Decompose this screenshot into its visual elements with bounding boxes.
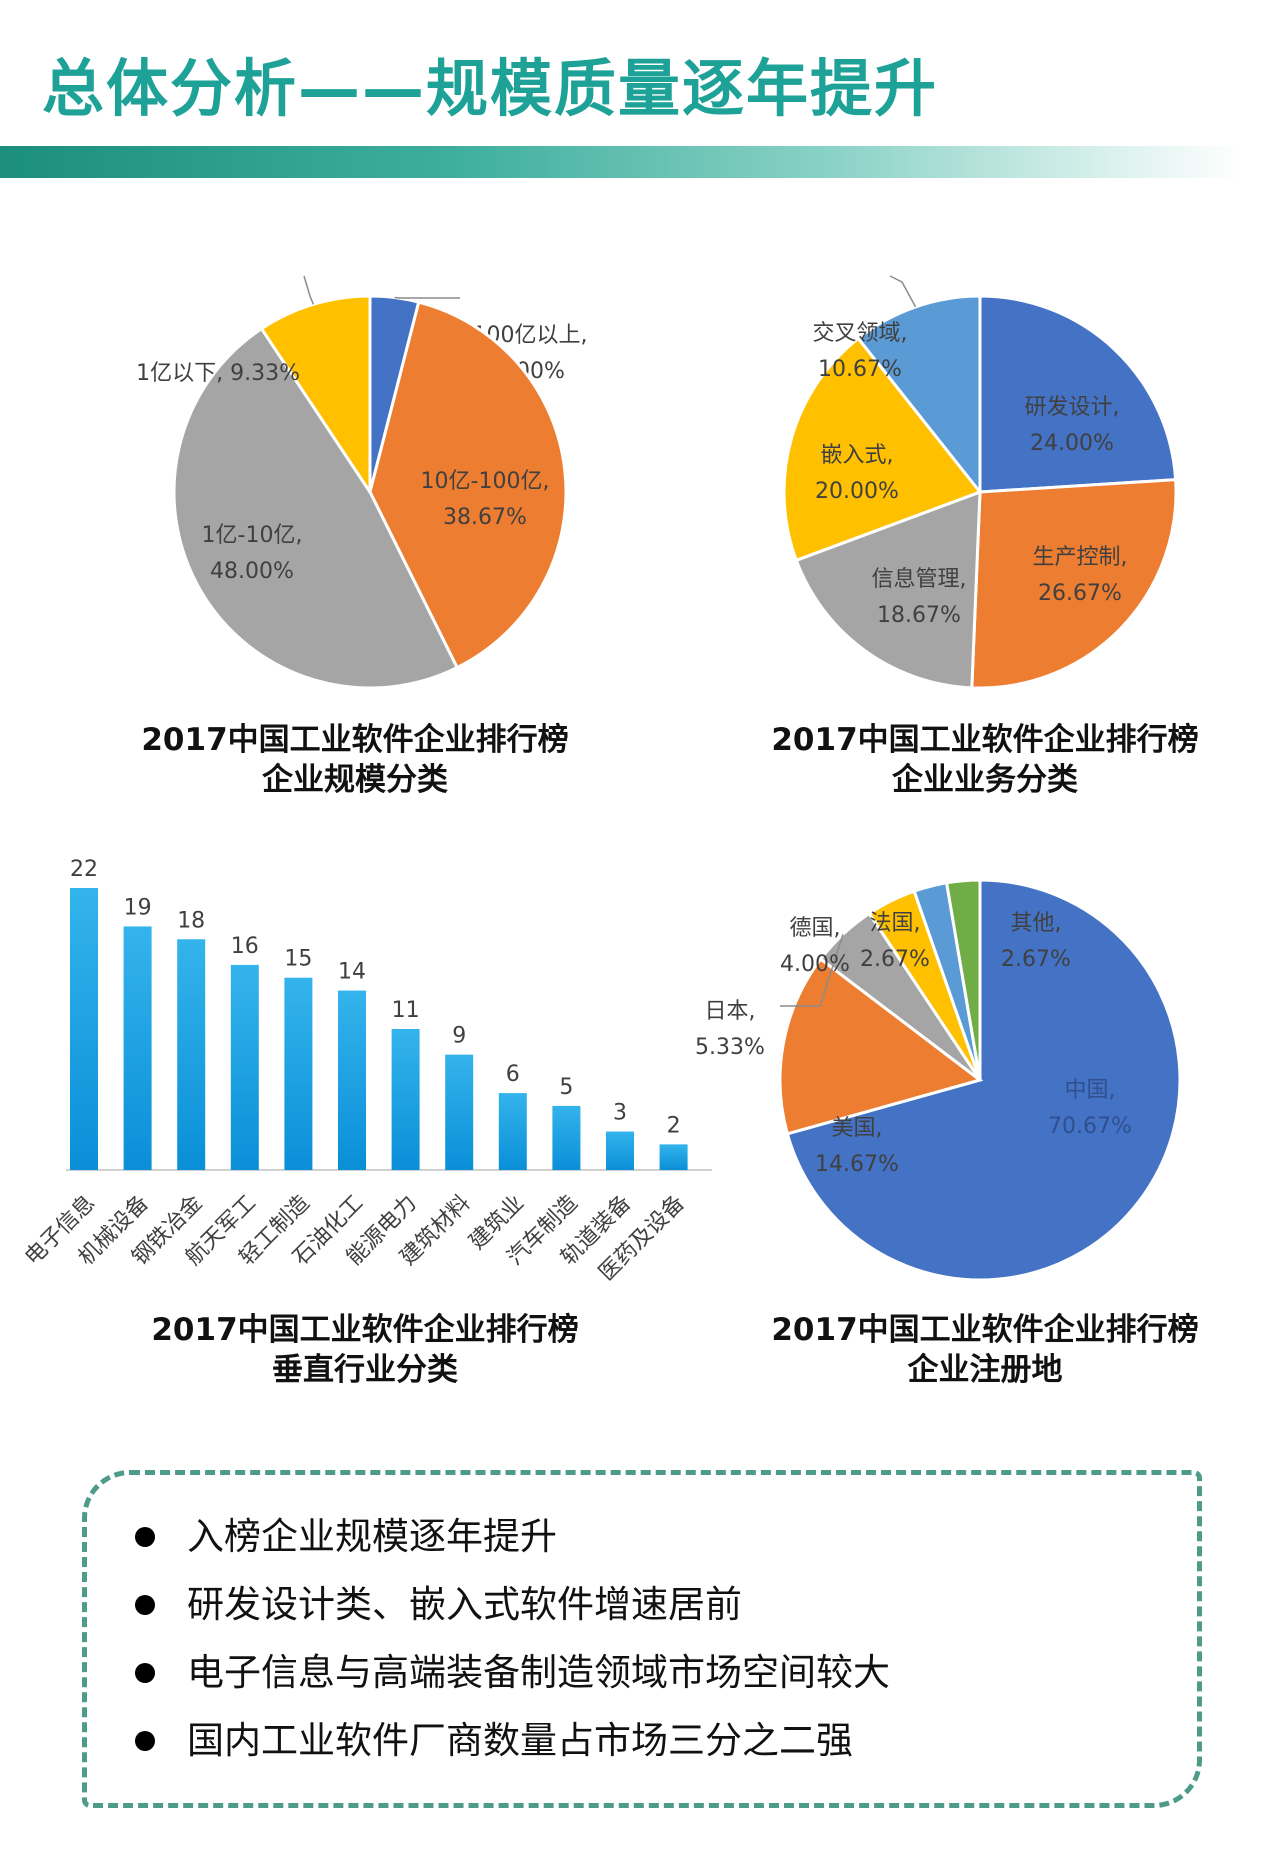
slice-label: 交叉领域,: [813, 321, 908, 346]
slice-label: 信息管理,: [872, 567, 967, 592]
bar: [177, 939, 206, 1170]
pie-slice: [172, 326, 460, 690]
slice-value: 5.33%: [695, 1035, 765, 1060]
pie-slice: [782, 336, 983, 563]
summary-item-text: 研发设计类、嵌入式软件增速居前: [187, 1583, 742, 1626]
title-underline-bar: [0, 146, 1280, 178]
caption-line-2: 垂直行业分类: [272, 1352, 458, 1388]
bar-value-label: 2: [667, 1113, 681, 1138]
caption-line-2: 企业业务分类: [892, 762, 1078, 798]
caption-line-1: 2017中国工业软件企业排行榜: [151, 1312, 579, 1348]
bar-value-label: 11: [392, 998, 420, 1023]
bar-value-label: 6: [506, 1062, 520, 1087]
summary-item-text: 国内工业软件厂商数量占市场三分之二强: [187, 1719, 853, 1762]
summary-item-text: 入榜企业规模逐年提升: [187, 1515, 557, 1558]
slice-label: 日本,: [705, 999, 756, 1024]
caption-line-1: 2017中国工业软件企业排行榜: [771, 722, 1199, 758]
caption-enterprise-scale: 2017中国工业软件企业排行榜 企业规模分类: [100, 720, 610, 800]
pie-slice: [944, 878, 982, 1081]
slice-value: 10.67%: [818, 357, 902, 382]
leader-line: [303, 275, 315, 305]
bar-value-label: 16: [231, 934, 259, 959]
slice-label: 1亿以下, 9.33%: [136, 361, 300, 386]
slice-label: 生产控制,: [1033, 545, 1128, 570]
pie-chart-business-type: 研发设计, 24.00% 生产控制, 26.67% 信息管理, 18.67% 嵌入式, 20.…: [782, 275, 1178, 690]
bar-chart-vertical-industry: 22电子信息19机械设备18钢铁冶金16航天军工15轻工制造14石油化工11能源…: [20, 857, 712, 1286]
slice-label: 10亿-100亿,: [421, 469, 550, 494]
bullet-icon: [135, 1731, 155, 1751]
slice-label: 德国,: [790, 916, 841, 941]
slice-value: 2.67%: [860, 947, 930, 972]
slice-value: 38.67%: [443, 505, 527, 530]
slice-label: 其他,: [1011, 911, 1062, 936]
pie-slice: [785, 878, 1182, 1282]
slice-label: 1亿-10亿,: [202, 523, 303, 548]
caption-line-2: 企业注册地: [907, 1352, 1063, 1388]
bar: [284, 977, 313, 1170]
pie-chart-enterprise-scale: 100亿以上,4.00%10亿-100亿,38.67%1亿-10亿,48.00%…: [136, 275, 588, 690]
caption-line-1: 2017中国工业软件企业排行榜: [141, 722, 569, 758]
bar: [338, 990, 366, 1170]
slice-value: 14.67%: [815, 1152, 899, 1177]
bar: [391, 1029, 420, 1170]
pie-slice: [368, 300, 568, 670]
slice-value: 2.67%: [1001, 947, 1071, 972]
pie-slice: [978, 294, 1178, 494]
caption-line-2: 企业规模分类: [262, 762, 448, 798]
page-title: 总体分析——规模质量逐年提升: [42, 52, 939, 125]
slice-label: 嵌入式,: [821, 443, 894, 468]
bar-value-label: 18: [177, 908, 205, 933]
bar-value-label: 3: [613, 1101, 627, 1126]
slice-label: 中国,: [1065, 1078, 1116, 1103]
caption-registration-location: 2017中国工业软件企业排行榜 企业注册地: [730, 1310, 1240, 1390]
bar: [606, 1131, 634, 1170]
bullet-icon: [135, 1595, 155, 1615]
caption-business-type: 2017中国工业软件企业排行榜 企业业务分类: [730, 720, 1240, 800]
slice-value: 26.67%: [1038, 581, 1122, 606]
bar: [552, 1105, 581, 1170]
slice-label: 美国,: [832, 1116, 883, 1141]
bar: [230, 964, 259, 1170]
bar-value-label: 14: [338, 960, 366, 985]
pie-chart-registration-location: 中国, 70.67% 美国, 14.67% 日本, 5.33% 德国, 4.00% 法国, 2.6…: [695, 878, 1182, 1282]
bullet-icon: [135, 1663, 155, 1683]
caption-line-1: 2017中国工业软件企业排行榜: [771, 1312, 1199, 1348]
pie-slice: [970, 478, 1178, 690]
slice-value: 48.00%: [210, 559, 294, 584]
slice-label: 研发设计,: [1025, 395, 1120, 420]
bar: [445, 1054, 474, 1170]
summary-item: 国内工业软件厂商数量占市场三分之二强: [135, 1707, 1197, 1775]
pie-slice: [794, 489, 982, 690]
bar-value-label: 9: [452, 1024, 466, 1049]
bar: [70, 888, 98, 1170]
bar: [498, 1093, 527, 1170]
caption-vertical-industry: 2017中国工业软件企业排行榜 垂直行业分类: [110, 1310, 620, 1390]
summary-item: 电子信息与高端装备制造领域市场空间较大: [135, 1639, 1197, 1707]
summary-item: 研发设计类、嵌入式软件增速居前: [135, 1571, 1197, 1639]
slice-value: 24.00%: [1030, 431, 1114, 456]
slice-value: 20.00%: [815, 479, 899, 504]
bar: [123, 926, 152, 1170]
slice-value: 70.67%: [1048, 1114, 1132, 1139]
leader-line: [889, 275, 917, 308]
bar-value-label: 5: [559, 1075, 573, 1100]
pie-slice: [778, 956, 984, 1136]
summary-list: 入榜企业规模逐年提升 研发设计类、嵌入式软件增速居前 电子信息与高端装备制造领域…: [87, 1475, 1197, 1775]
bar-value-label: 15: [284, 947, 312, 972]
summary-item: 入榜企业规模逐年提升: [135, 1503, 1197, 1571]
bar: [659, 1144, 688, 1170]
bullet-icon: [135, 1527, 155, 1547]
slice-value: 18.67%: [877, 603, 961, 628]
slice-value: 4.00%: [780, 952, 850, 977]
slice-label: 法国,: [870, 911, 921, 936]
summary-box: 入榜企业规模逐年提升 研发设计类、嵌入式软件增速居前 电子信息与高端装备制造领域…: [82, 1470, 1202, 1808]
bar-value-label: 22: [70, 857, 98, 882]
leader-line: [780, 934, 844, 1007]
summary-item-text: 电子信息与高端装备制造领域市场空间较大: [187, 1651, 890, 1694]
bar-value-label: 19: [124, 895, 152, 920]
